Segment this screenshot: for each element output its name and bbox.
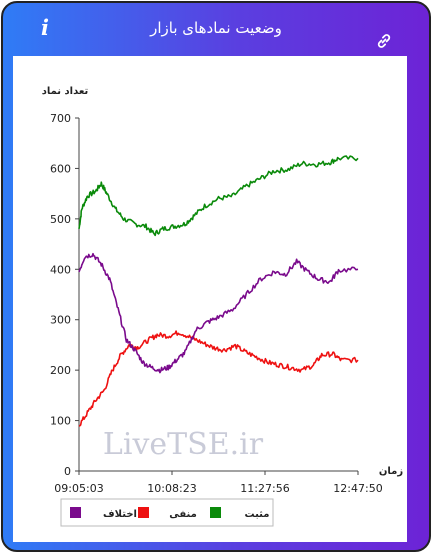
y-axis-label: تعداد نماد xyxy=(42,86,89,97)
y-tick-label: 300 xyxy=(50,314,71,327)
series-line-0 xyxy=(78,155,359,237)
x-tick-label: 10:08:23 xyxy=(147,482,196,495)
legend-label-2: اختلاف xyxy=(103,509,137,520)
legend-swatch-1 xyxy=(138,507,149,518)
x-tick-label: 09:05:03 xyxy=(54,482,103,495)
legend-swatch-0 xyxy=(210,507,221,518)
series-lines xyxy=(78,155,359,427)
x-tick-label: 12:47:50 xyxy=(333,482,382,495)
y-tick-label: 400 xyxy=(50,263,71,276)
y-tick-label: 700 xyxy=(50,112,71,125)
x-tick-label: 11:27:56 xyxy=(240,482,289,495)
watermark: LiveTSE.ir xyxy=(103,427,264,462)
legend: اختلاف منفی مثبت xyxy=(60,498,274,527)
chart-panel: تعداد نماد زمان LiveTSE.ir 0 100 200 300 400… xyxy=(13,56,407,542)
legend-swatch-2 xyxy=(70,507,81,518)
card-title: وضعیت نمادهای بازار xyxy=(150,19,282,37)
y-tick-label: 500 xyxy=(50,213,71,226)
legend-label-0: مثبت xyxy=(245,509,270,520)
x-axis-label: زمان xyxy=(379,466,403,477)
y-tick-label: 0 xyxy=(64,465,71,478)
card-header: i وضعیت نمادهای بازار xyxy=(3,3,429,55)
legend-box xyxy=(60,498,274,527)
series-line-1 xyxy=(78,330,359,427)
series-line-2 xyxy=(78,252,359,374)
y-tick-label: 600 xyxy=(50,162,71,175)
axes: 0 100 200 300 400 500 600 700 09:05:03 10:08:23 11… xyxy=(50,112,383,495)
info-icon[interactable]: i xyxy=(41,15,49,40)
link-icon[interactable] xyxy=(375,32,393,50)
y-tick-label: 200 xyxy=(50,364,71,377)
legend-label-1: منفی xyxy=(169,509,197,520)
market-status-chart: تعداد نماد زمان LiveTSE.ir 0 100 200 300 400… xyxy=(42,86,403,527)
y-tick-label: 100 xyxy=(50,415,71,428)
